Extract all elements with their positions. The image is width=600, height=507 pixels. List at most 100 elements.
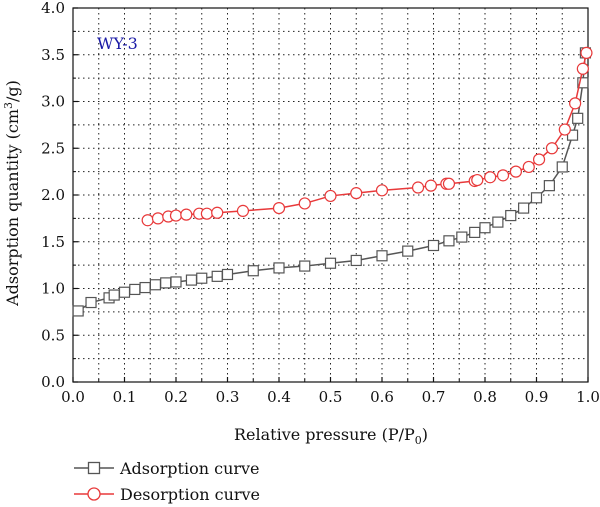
adsorption-curve-line <box>77 52 587 312</box>
desorption-point <box>411 181 425 194</box>
desorption-point <box>569 97 582 110</box>
x-tick-label: 0.2 <box>164 388 188 406</box>
adsorption-point <box>505 209 517 222</box>
x-tick-label: 0.4 <box>267 388 291 406</box>
adsorption-point <box>530 192 543 204</box>
y-axis-title-end: /g) <box>3 80 22 102</box>
y-tick-label: 4.0 <box>41 0 65 17</box>
adsorption-point <box>160 277 172 289</box>
desorption-point <box>424 179 438 192</box>
adsorption-point <box>196 272 208 284</box>
x-tick-label: 0.1 <box>113 388 137 406</box>
adsorption-point <box>139 281 151 294</box>
legend-item-adsorption: Adsorption curve <box>74 459 260 478</box>
legend-label-desorption: Desorption curve <box>120 485 260 504</box>
y-tick-label: 1.5 <box>41 233 65 251</box>
desorption-point <box>522 160 535 174</box>
adsorption-point <box>108 289 120 301</box>
legend-swatch-marker-desorption <box>87 487 101 501</box>
adsorption-point <box>185 274 198 286</box>
x-tick-label: 0.5 <box>319 388 343 406</box>
adsorption-point <box>577 77 589 89</box>
desorption-point <box>141 214 154 227</box>
desorption-point <box>484 171 497 184</box>
adsorption-point <box>118 286 131 298</box>
y-tick-label: 2.5 <box>41 139 65 157</box>
y-axis-title: Adsorption quantity (cm3/g) <box>2 80 22 307</box>
desorption-point <box>442 177 456 190</box>
adsorption-point <box>402 245 414 257</box>
adsorption-point <box>479 222 491 234</box>
y-tick-label: 1.0 <box>41 280 65 298</box>
x-tick-label: 0.6 <box>370 388 394 406</box>
desorption-point <box>324 189 337 203</box>
x-tick-label: 0.0 <box>61 388 85 406</box>
adsorption-point <box>492 216 504 228</box>
adsorption-point <box>221 268 234 281</box>
y-tick-label: 0.5 <box>41 326 65 344</box>
desorption-point <box>532 153 546 166</box>
x-tick-label: 0.7 <box>422 388 446 406</box>
x-tick-label: 0.8 <box>473 388 497 406</box>
x-tick-label: 1.0 <box>576 388 600 406</box>
y-tick-label: 3.0 <box>41 93 65 111</box>
desorption-point <box>375 184 389 197</box>
y-axis-title-superscript: 3 <box>2 102 15 109</box>
adsorption-point <box>170 276 182 288</box>
legend-item-desorption: Desorption curve <box>74 485 260 504</box>
adsorption-point <box>543 180 555 192</box>
adsorption-point <box>469 226 481 238</box>
adsorption-point <box>129 283 141 296</box>
x-axis-title: Relative pressure (P/P0) <box>234 425 428 447</box>
adsorption-point <box>211 270 223 282</box>
desorption-point <box>180 208 193 221</box>
y-tick-label: 2.0 <box>41 186 65 204</box>
adsorption-point <box>149 279 161 291</box>
desorption-point <box>169 209 183 222</box>
desorption-point <box>496 169 510 182</box>
adsorption-point <box>350 254 362 267</box>
desorption-point <box>580 46 593 59</box>
adsorption-point <box>324 257 337 269</box>
sample-annotation: WY-3 <box>97 34 138 53</box>
adsorption-point <box>72 305 84 317</box>
desorption-point <box>545 142 559 155</box>
x-axis-title-end: ) <box>422 425 428 444</box>
adsorption-point <box>518 202 530 214</box>
adsorption-point <box>566 129 579 141</box>
y-axis-title-main: Adsorption quantity (cm <box>3 109 22 307</box>
desorption-point <box>151 212 165 225</box>
series-layer <box>72 46 593 317</box>
desorption-point <box>272 201 286 215</box>
axis-ticks: 0.0 0.1 0.2 0.3 0.4 0.5 0.6 0.7 0.8 0.9 1.0 0.0 0.5 1… <box>41 0 600 406</box>
y-tick-label: 3.5 <box>41 46 65 64</box>
adsorption-point <box>299 260 311 272</box>
x-axis-title-main: Relative pressure (P/P <box>234 425 415 444</box>
desorption-point <box>509 165 523 178</box>
desorption-point <box>200 207 213 220</box>
desorption-point <box>576 62 589 75</box>
adsorption-point <box>456 231 468 243</box>
adsorption-point <box>273 262 285 274</box>
desorption-point <box>298 197 311 210</box>
adsorption-point <box>443 235 455 247</box>
desorption-point <box>558 123 571 136</box>
adsorption-point <box>376 250 388 262</box>
desorption-point <box>471 173 484 187</box>
adsorption-point <box>556 161 568 173</box>
adsorption-point <box>85 296 97 309</box>
legend-label-adsorption: Adsorption curve <box>119 459 260 478</box>
y-tick-label: 0.0 <box>41 373 65 391</box>
desorption-point <box>211 206 224 219</box>
adsorption-point <box>247 265 259 277</box>
desorption-point <box>236 204 250 217</box>
x-axis-title-subscript: 0 <box>415 434 422 447</box>
desorption-point <box>350 187 363 200</box>
x-tick-label: 0.9 <box>525 388 549 406</box>
x-tick-label: 0.3 <box>216 388 240 406</box>
adsorption-point <box>427 239 440 252</box>
legend: Adsorption curve Desorption curve <box>74 459 260 504</box>
adsorption-point <box>572 112 584 124</box>
legend-swatch-marker-adsorption <box>87 461 101 475</box>
